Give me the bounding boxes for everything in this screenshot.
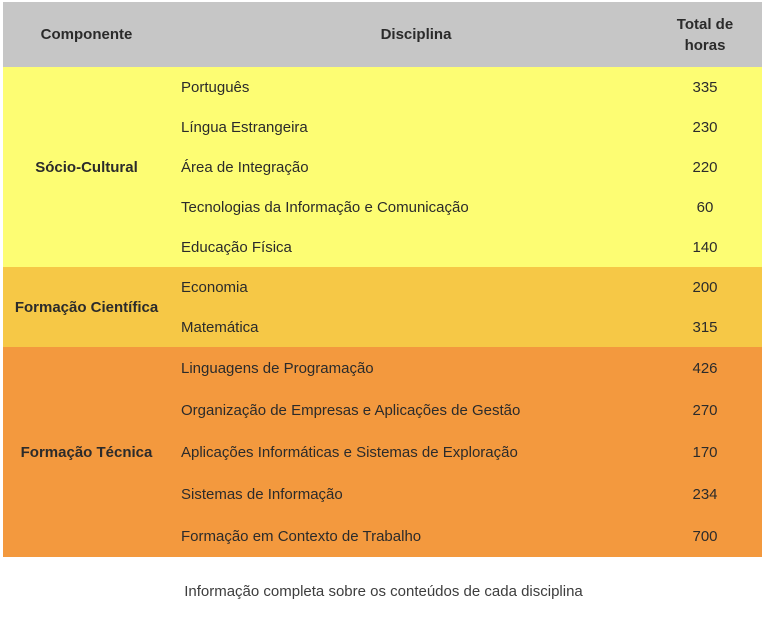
section-formacao-cientifica: Formação Científica Economia 200 Matemát… — [3, 267, 762, 347]
component-cell-tecnica: Formação Técnica — [3, 347, 170, 557]
table-row: Organização de Empresas e Aplicações de … — [3, 389, 762, 431]
discipline-cell: Educação Física — [170, 227, 662, 267]
hours-cell: 140 — [662, 227, 762, 267]
table-caption: Informação completa sobre os conteúdos d… — [184, 583, 583, 600]
table-row: Tecnologias da Informação e Comunicação … — [3, 187, 762, 227]
component-cell-sociocultural: Sócio-Cultural — [3, 67, 170, 267]
hours-cell: 335 — [662, 67, 762, 107]
section-sociocultural: Sócio-Cultural Português 335 Língua Estr… — [3, 67, 762, 267]
hours-cell: 220 — [662, 147, 762, 187]
header-total-horas: Total de horas — [662, 2, 762, 67]
hours-cell: 234 — [662, 473, 762, 515]
hours-cell: 270 — [662, 389, 762, 431]
hours-cell: 230 — [662, 107, 762, 147]
section-formacao-tecnica: Formação Técnica Linguagens de Programaç… — [3, 347, 762, 557]
table-row: Língua Estrangeira 230 — [3, 107, 762, 147]
table-header-row: Componente Disciplina Total de horas — [3, 2, 762, 67]
header-disciplina: Disciplina — [170, 2, 662, 67]
discipline-cell: Formação em Contexto de Trabalho — [170, 515, 662, 557]
discipline-cell: Área de Integração — [170, 147, 662, 187]
discipline-cell: Linguagens de Programação — [170, 347, 662, 389]
table-row: Matemática 315 — [3, 307, 762, 347]
discipline-cell: Tecnologias da Informação e Comunicação — [170, 187, 662, 227]
hours-cell: 426 — [662, 347, 762, 389]
discipline-cell: Matemática — [170, 307, 662, 347]
table-row: Aplicações Informáticas e Sistemas de Ex… — [3, 431, 762, 473]
discipline-cell: Português — [170, 67, 662, 107]
hours-cell: 60 — [662, 187, 762, 227]
header-componente: Componente — [3, 2, 170, 67]
discipline-cell: Aplicações Informáticas e Sistemas de Ex… — [170, 431, 662, 473]
table-row: Formação em Contexto de Trabalho 700 — [3, 515, 762, 557]
hours-cell: 200 — [662, 267, 762, 307]
hours-cell: 315 — [662, 307, 762, 347]
table-row: Formação Técnica Linguagens de Programaç… — [3, 347, 762, 557]
discipline-cell: Organização de Empresas e Aplicações de … — [170, 389, 662, 431]
hours-cell: 170 — [662, 431, 762, 473]
discipline-cell: Economia — [170, 267, 662, 307]
table-row: Educação Física 140 — [3, 227, 762, 267]
table-row: Área de Integração 220 — [3, 147, 762, 187]
course-hours-table: Componente Disciplina Total de horas Sóc… — [3, 2, 762, 557]
hours-cell: 700 — [662, 515, 762, 557]
table-row: Sócio-Cultural Português 335 — [3, 67, 762, 267]
table-row: Sistemas de Informação 234 — [3, 473, 762, 515]
discipline-cell: Língua Estrangeira — [170, 107, 662, 147]
component-cell-cientifica: Formação Científica — [3, 267, 170, 347]
table-row: Formação Científica Economia 200 — [3, 267, 762, 347]
discipline-cell: Sistemas de Informação — [170, 473, 662, 515]
